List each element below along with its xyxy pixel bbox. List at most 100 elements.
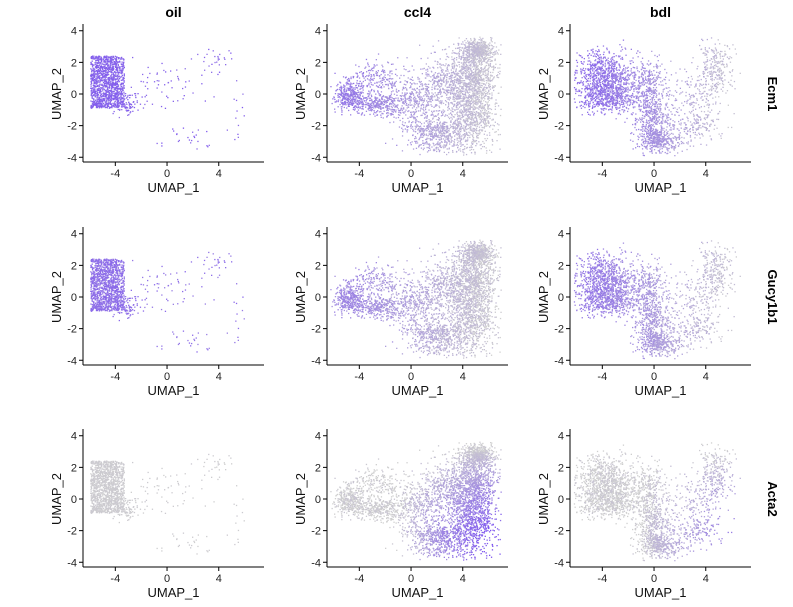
point [496, 46, 497, 47]
point [413, 111, 414, 112]
point [478, 93, 479, 94]
point [461, 138, 462, 139]
point [99, 92, 100, 93]
point [102, 90, 103, 91]
point [112, 103, 113, 104]
point [428, 92, 429, 93]
point [446, 77, 447, 78]
point [471, 70, 472, 71]
point [419, 101, 420, 102]
point [402, 110, 403, 111]
point [158, 80, 159, 81]
point [470, 104, 471, 105]
point [439, 110, 440, 111]
point [426, 143, 427, 144]
point [478, 80, 479, 81]
point [482, 79, 483, 80]
point [124, 93, 125, 94]
point [399, 115, 400, 116]
point [171, 80, 172, 81]
point [465, 70, 466, 71]
point [205, 100, 206, 101]
point [488, 106, 489, 107]
point [445, 84, 446, 85]
point [165, 71, 166, 72]
point [105, 67, 106, 68]
point [418, 106, 419, 107]
point [443, 147, 444, 148]
point [90, 78, 91, 79]
point [176, 134, 177, 135]
point [189, 139, 190, 140]
point [431, 111, 432, 112]
point [488, 65, 489, 66]
point [488, 53, 489, 54]
point [484, 108, 485, 109]
point [442, 115, 443, 116]
point [168, 82, 169, 83]
point [469, 51, 470, 52]
point [93, 92, 94, 93]
point [156, 74, 157, 75]
point [434, 145, 435, 146]
point [113, 78, 114, 79]
point [427, 74, 428, 75]
point [104, 100, 105, 101]
point [105, 107, 106, 108]
point [464, 50, 465, 51]
point [492, 113, 493, 114]
point [105, 72, 106, 73]
point [475, 62, 476, 63]
point [474, 93, 475, 94]
point [201, 83, 202, 84]
point [462, 149, 463, 150]
point [479, 74, 480, 75]
point [219, 64, 220, 65]
point [115, 79, 116, 80]
point [451, 126, 452, 127]
point [479, 133, 480, 134]
point [113, 98, 114, 99]
point [456, 145, 457, 146]
point [449, 143, 450, 144]
point [474, 77, 475, 78]
point [482, 50, 483, 51]
point [423, 145, 424, 146]
point [480, 47, 481, 48]
point [101, 60, 102, 61]
point [500, 115, 501, 116]
point [473, 119, 474, 120]
point [432, 136, 433, 137]
point [443, 138, 444, 139]
point [100, 99, 101, 100]
point [430, 96, 431, 97]
point [465, 78, 466, 79]
point [113, 61, 114, 62]
point [407, 127, 408, 128]
point [471, 152, 472, 153]
point [392, 78, 393, 79]
point [475, 71, 476, 72]
point [118, 57, 119, 58]
point [103, 98, 104, 99]
point [416, 141, 417, 142]
point [457, 116, 458, 117]
point [497, 67, 498, 68]
point [114, 87, 115, 88]
point [415, 117, 416, 118]
point [424, 122, 425, 123]
point [477, 69, 478, 70]
point [427, 96, 428, 97]
point [113, 85, 114, 86]
point [94, 76, 95, 77]
point [475, 117, 476, 118]
point [479, 127, 480, 128]
point [454, 135, 455, 136]
point [409, 98, 410, 99]
point [403, 102, 404, 103]
point [123, 83, 124, 84]
point [413, 95, 414, 96]
point [451, 114, 452, 115]
y-tick-label: 4 [71, 26, 77, 38]
point [475, 84, 476, 85]
